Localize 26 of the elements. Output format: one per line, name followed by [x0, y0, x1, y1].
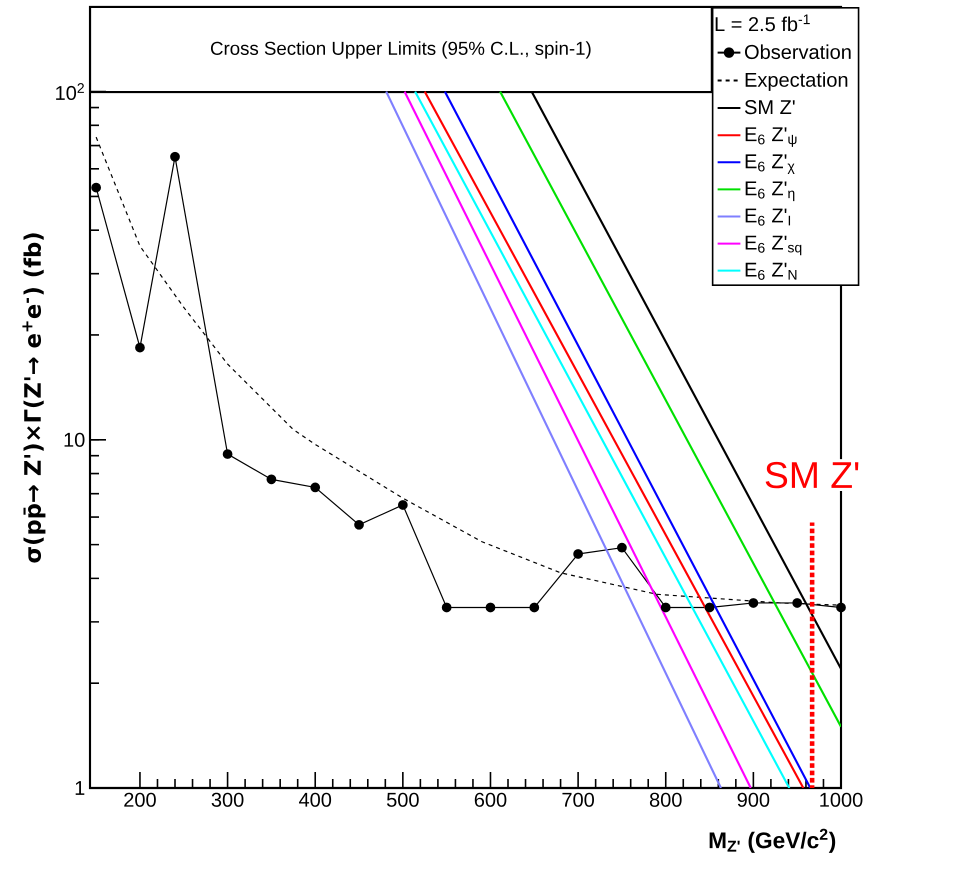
- legend-label: E$_{6}$ Z'$_{ψ}$: [746, 127, 796, 147]
- x-axis-title: M$_{Z'}$ (GeV/c$^{2}$): [710, 828, 836, 853]
- legend-label: Expectation: [746, 72, 848, 91]
- x-tick-label: 300: [212, 792, 244, 807]
- legend-label: SM Z': [744, 100, 795, 114]
- legend-label: E$_{6}$ Z'$_{N}$: [746, 262, 796, 280]
- ref-line-label: SM Z': [766, 462, 858, 488]
- x-tick-label: 200: [124, 792, 156, 807]
- x-tick-label: 400: [298, 792, 332, 807]
- x-tick-label: 500: [386, 792, 419, 807]
- text: Cross Section Upper Limits (95% C.L., spin-1): [210, 41, 591, 59]
- x-tick-label: 800: [650, 792, 682, 807]
- y-tick-label: 1: [76, 781, 84, 795]
- x-tick-label: 900: [738, 792, 770, 807]
- legend-label: Observation: [745, 44, 851, 60]
- legend-label: E$_{6}$ Z'$_{χ}$: [746, 154, 795, 174]
- x-tick-label: 600: [474, 792, 506, 807]
- x-tick-label: 700: [562, 792, 594, 807]
- y-tick-label: 10: [64, 432, 84, 447]
- x-tick-label: 1000: [820, 792, 862, 807]
- legend-title: L = 2.5 fb$^{-1}$: [716, 14, 810, 32]
- legend-label: E$_{6}$ Z'$_{sq}$: [746, 236, 802, 256]
- legend-label: E$_{6}$ Z'$_{η}$: [746, 182, 794, 202]
- legend-label: E$_{6}$ Z'$_{I}$: [746, 208, 790, 226]
- y-axis-title: σ(pp̄→ Z')×Γ(Z'→ e$^{+}$e$^{-}$) (fb): [22, 233, 46, 563]
- y-tick-label: 10$^{2}$: [56, 83, 84, 100]
